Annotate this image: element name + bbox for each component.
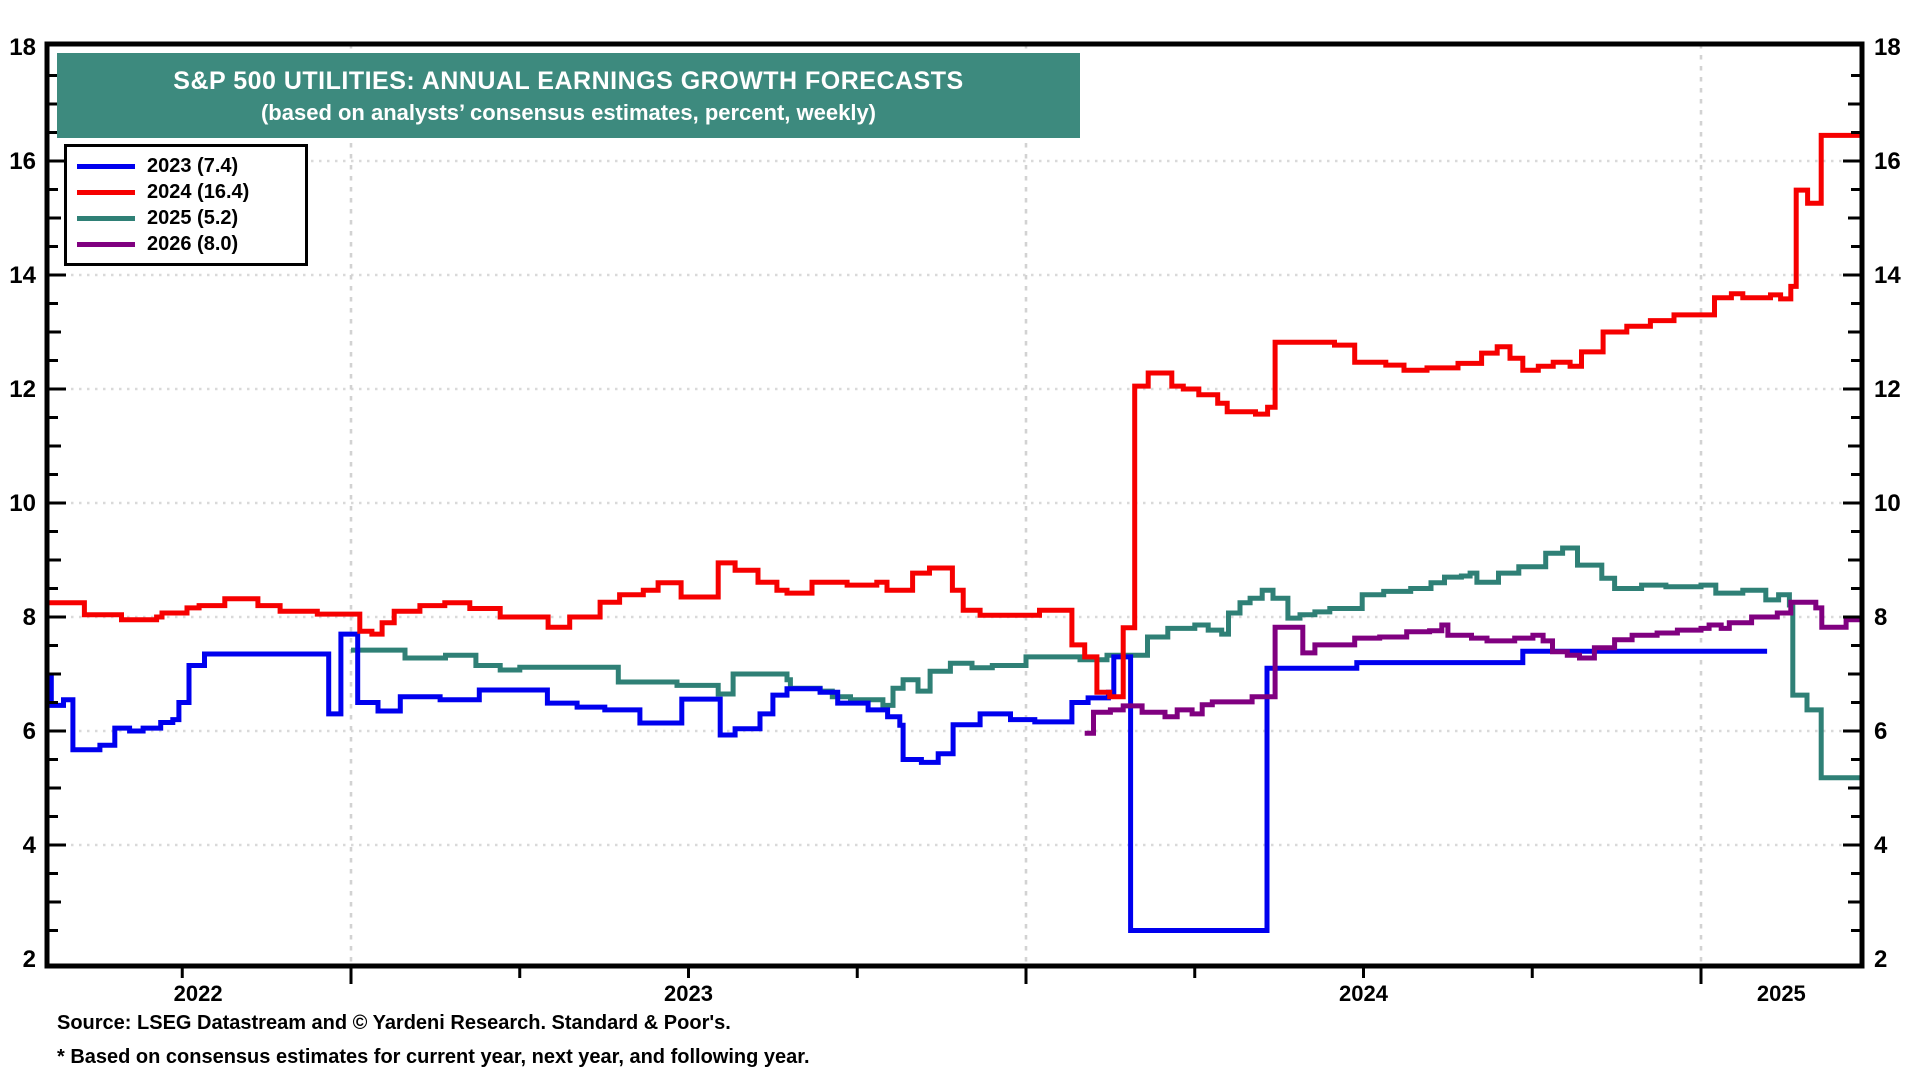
legend-label-2024: 2024 (16.4): [147, 180, 250, 203]
series-line-2024: [45, 132, 1862, 700]
y-axis-label-left: 6: [23, 718, 36, 745]
y-axis-label-right: 4: [1874, 832, 1888, 859]
legend-swatch-2025: [77, 215, 135, 221]
legend-item-2023: 2023 (7.4): [77, 153, 295, 179]
y-axis-label-left: 14: [9, 262, 36, 289]
x-axis-year-label: 2023: [664, 981, 713, 1006]
legend-label-2026: 2026 (8.0): [147, 232, 239, 255]
plot-border: [44, 41, 1865, 969]
y-axis-label-left: 12: [9, 376, 36, 403]
legend-swatch-2023: [77, 163, 135, 169]
footnote: * Based on consensus estimates for curre…: [57, 1046, 810, 1068]
legend-item-2026: 2026 (8.0): [77, 231, 295, 257]
series-line-2025: [351, 545, 1862, 781]
chart-subtitle: (based on analysts’ consensus estimates,…: [260, 99, 877, 125]
x-axis-year-label: 2024: [1339, 981, 1389, 1006]
y-axis-label-left: 18: [9, 34, 36, 61]
x-axis-year-label: 2025: [1757, 981, 1806, 1006]
y-axis-label-right: 6: [1874, 718, 1887, 745]
y-axis-label-left: 10: [9, 490, 36, 517]
y-axis-label-right: 2: [1874, 946, 1887, 973]
chart-title: S&P 500 UTILITIES: ANNUAL EARNINGS GROWT…: [173, 66, 964, 95]
legend-swatch-2026: [77, 241, 135, 247]
y-axis-label-right: 16: [1874, 148, 1901, 175]
legend: 2023 (7.4) 2024 (16.4) 2025 (5.2) 2026 (8.0…: [64, 144, 308, 266]
legend-label-2025: 2025 (5.2): [147, 206, 239, 229]
y-axis-label-right: 18: [1874, 34, 1901, 61]
series-line-2026: [1084, 599, 1862, 736]
series-line-2023: [45, 631, 1768, 933]
source-note: Source: LSEG Datastream and © Yardeni Re…: [57, 1012, 731, 1034]
legend-item-2025: 2025 (5.2): [77, 205, 295, 231]
legend-label-2023: 2023 (7.4): [147, 154, 239, 177]
y-axis-label-left: 4: [23, 832, 37, 859]
y-axis-label-right: 8: [1874, 604, 1887, 631]
y-axis-label-left: 16: [9, 148, 36, 175]
y-axis-label-right: 14: [1874, 262, 1901, 289]
y-axis-label-left: 8: [23, 604, 36, 631]
legend-item-2024: 2024 (16.4): [77, 179, 295, 205]
chart-title-banner: S&P 500 UTILITIES: ANNUAL EARNINGS GROWT…: [57, 53, 1080, 138]
x-axis-year-label: 2022: [174, 981, 223, 1006]
y-axis-label-right: 12: [1874, 376, 1901, 403]
y-axis-label-left: 2: [23, 946, 36, 973]
y-axis-label-right: 10: [1874, 490, 1901, 517]
legend-swatch-2024: [77, 189, 135, 195]
